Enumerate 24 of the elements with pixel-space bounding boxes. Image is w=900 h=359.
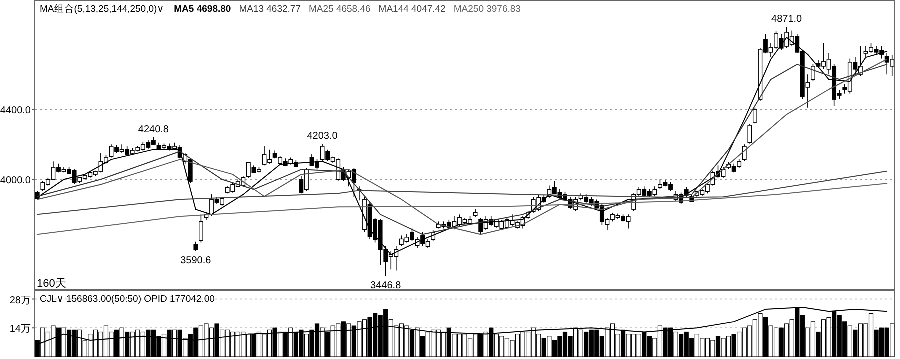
candlestick <box>194 241 198 252</box>
y-tick-label: 14万 <box>10 324 31 336</box>
annotation: 4871.0 <box>772 14 803 26</box>
chart-title: CJL∨ 156863.00(50:50) OPID 177042.00 <box>40 294 215 305</box>
annotation: 160天 <box>37 278 66 290</box>
candlestick <box>199 214 204 244</box>
line-series <box>37 170 888 216</box>
annotation: 4203.0 <box>307 131 338 142</box>
chart-title: MA组合(5,13,25,144,250,0)∨ <box>40 3 164 15</box>
text: MA144 4047.42 <box>378 4 446 15</box>
line-series <box>37 183 888 236</box>
y-tick-label: 4000.0 <box>0 176 32 187</box>
y-tick-label: 4400.0 <box>0 106 32 117</box>
text: MA25 4658.46 <box>308 4 371 15</box>
candlestick <box>748 124 752 144</box>
candlestick <box>742 144 747 162</box>
text: MA13 4632.77 <box>239 4 301 15</box>
annotation: 3590.6 <box>180 255 212 266</box>
annotation: 4240.8 <box>138 124 170 136</box>
candlestick <box>752 107 758 124</box>
annotation: 3446.8 <box>370 280 402 292</box>
y-tick-label: 28万 <box>10 295 31 306</box>
text: MA250 3976.83 <box>454 4 521 15</box>
text: MA5 4698.80 <box>174 4 232 15</box>
